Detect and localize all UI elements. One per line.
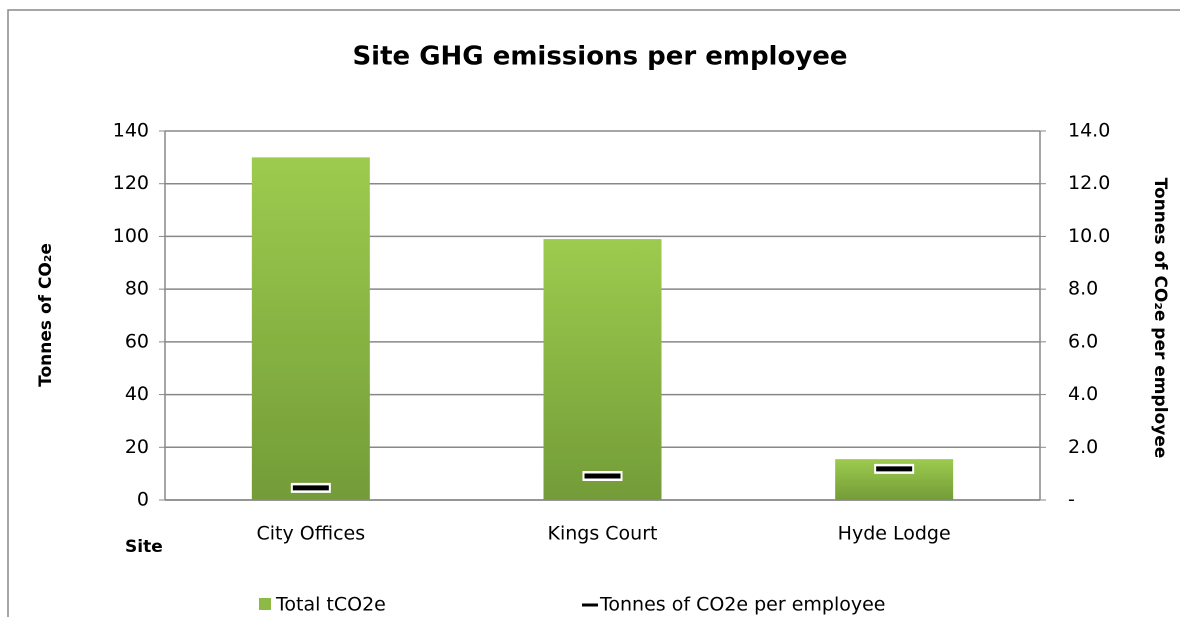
- y-tick-label: 100: [113, 225, 149, 247]
- y-tick-label: 0: [137, 489, 149, 511]
- y-tick-label: 120: [113, 172, 149, 194]
- y-axis-label: Tonnes of CO₂e: [36, 243, 56, 387]
- legend-swatch: [259, 598, 271, 610]
- y-tick-label: 40: [125, 383, 149, 405]
- legend-label: Total tCO2e: [275, 594, 386, 616]
- y2-tick-label: 6.0: [1068, 330, 1098, 352]
- y2-tick-label: 4.0: [1068, 383, 1098, 405]
- y2-tick-label: 8.0: [1068, 278, 1098, 300]
- x-axis-label: Site: [125, 537, 163, 557]
- chart-frame: [7, 9, 1180, 617]
- y2-tick-label: -: [1068, 489, 1075, 511]
- chart-title: Site GHG emissions per employee: [352, 42, 847, 72]
- y2-tick-label: 10.0: [1068, 225, 1110, 247]
- x-tick-label: City Offices: [257, 523, 366, 545]
- y-tick-label: 80: [125, 278, 149, 300]
- y-tick-label: 20: [125, 436, 149, 458]
- y-tick-label: 140: [113, 120, 149, 142]
- bar: [543, 239, 662, 501]
- x-tick-label: Hyde Lodge: [838, 523, 951, 545]
- y2-axis-label: Tonnes of CO₂e per employee: [1150, 178, 1170, 459]
- x-tick-label: Kings Court: [548, 523, 658, 545]
- y-tick-label: 60: [125, 330, 149, 352]
- y2-tick-label: 12.0: [1068, 172, 1110, 194]
- y2-tick-label: 14.0: [1068, 120, 1110, 142]
- bar: [251, 157, 370, 500]
- y2-tick-label: 2.0: [1068, 436, 1098, 458]
- legend-label: Tonnes of CO2e per employee: [599, 594, 886, 616]
